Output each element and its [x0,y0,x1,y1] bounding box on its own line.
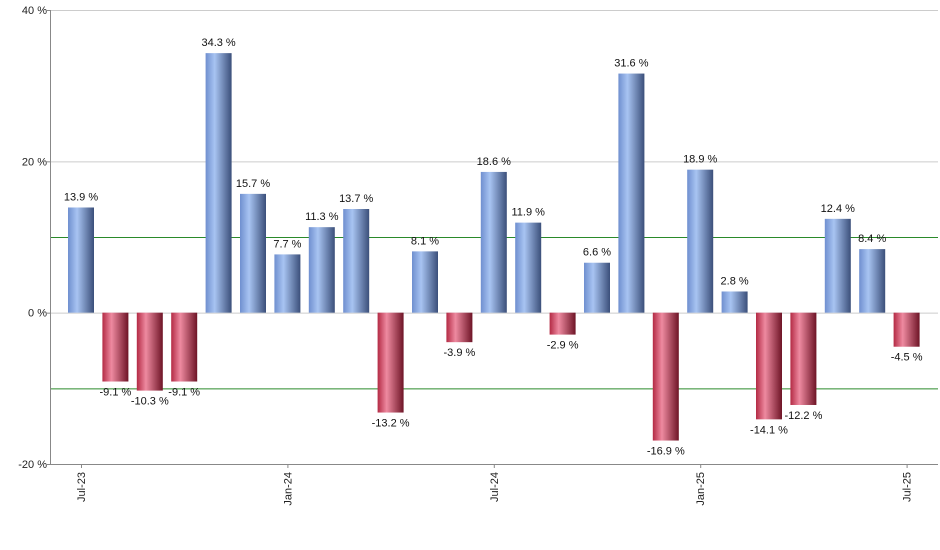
data-label: 18.6 % [477,156,511,168]
bar [480,171,507,313]
data-label: -10.3 % [131,396,169,408]
data-label: -3.9 % [444,347,476,359]
data-label: -9.1 % [100,387,132,399]
data-label: 15.7 % [236,178,270,190]
data-label: 13.9 % [64,191,98,203]
x-tick-label: Jul-23 [76,472,88,502]
data-label: 6.6 % [583,247,611,259]
data-label: -16.9 % [647,446,685,458]
y-tick-label: 20 % [22,156,47,168]
y-tick-label: -20 % [18,459,47,471]
data-label: 12.4 % [821,203,855,215]
data-label: -4.5 % [891,352,923,364]
bar [824,218,851,313]
data-label: 18.9 % [683,154,717,166]
bar [240,193,266,313]
data-labels: 13.9 % -9.1 %-10.3 %-9.1 % 34.3 % 15.7 % 7.7… [64,37,923,457]
data-label: 13.7 % [339,193,373,205]
x-tick-label: Jan-24 [282,472,294,506]
bar [687,169,714,313]
bar [893,312,920,347]
bar [652,312,679,441]
x-tick-label: Jul-25 [902,472,914,502]
x-tick-label: Jul-24 [489,472,501,502]
x-tick-label: Jan-25 [695,472,707,506]
data-label: -13.2 % [372,418,410,430]
data-label: 11.9 % [511,207,545,219]
bar [756,312,782,420]
bar [584,262,610,313]
bar [377,312,404,413]
bar [68,207,94,313]
bars [68,53,920,441]
axes: Jul-23 Jan-24 Jul-24 Jan-25 Jul-25 [46,10,938,506]
data-label: 31.6 % [614,58,648,70]
bar [446,312,473,343]
y-tick-label: 40 % [22,5,47,17]
data-label: -14.1 % [750,424,788,436]
data-label: 2.8 % [721,275,749,287]
bar [102,312,129,382]
bar [412,251,438,313]
bar [171,312,198,382]
bar [859,249,886,313]
data-label: 34.3 % [201,37,235,49]
bar [618,73,645,313]
data-label: 8.4 % [858,233,886,245]
bar [343,209,370,313]
bar [549,312,576,335]
data-label: 11.3 % [305,211,339,223]
data-label: 7.7 % [273,238,301,250]
y-tick-label: 0 % [28,308,47,320]
bar [515,222,542,313]
bar [274,254,301,313]
data-label: -12.2 % [784,410,822,422]
bar [205,53,232,313]
data-label: 8.1 % [411,235,439,247]
data-label: -2.9 % [547,340,579,352]
bar [308,227,335,313]
bar [721,291,748,313]
data-label: -9.1 % [168,387,200,399]
bar [136,312,163,391]
bar [790,312,817,405]
